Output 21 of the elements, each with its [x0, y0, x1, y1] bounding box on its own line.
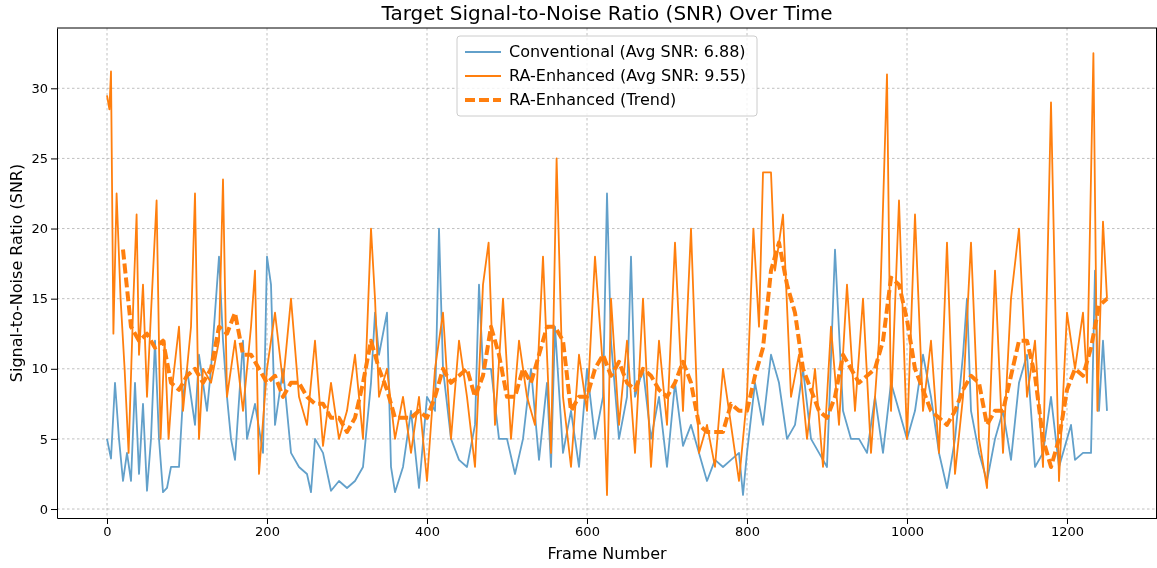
y-tick-label: 30	[31, 80, 48, 96]
x-tick-label: 1000	[890, 524, 925, 540]
x-tick-label: 200	[255, 524, 280, 540]
y-tick-label: 10	[31, 361, 48, 377]
legend-label: Conventional (Avg SNR: 6.88)	[509, 42, 746, 61]
x-tick-label: 400	[415, 524, 440, 540]
legend-label: RA-Enhanced (Trend)	[509, 90, 677, 109]
x-tick-label: 600	[575, 524, 600, 540]
line-series	[106, 192, 1108, 496]
x-tick-label: 800	[735, 524, 760, 540]
y-tick-label: 20	[31, 221, 48, 237]
x-tick-label: 1200	[1050, 524, 1085, 540]
y-tick-label: 0	[39, 501, 48, 517]
x-tick-label: 0	[103, 524, 112, 540]
y-axis-title: Signal-to-Noise Ratio (SNR)	[7, 163, 26, 383]
chart-title: Target Signal-to-Noise Ratio (SNR) Over Time	[380, 1, 833, 25]
x-axis-title: Frame Number	[547, 544, 668, 563]
legend-label: RA-Enhanced (Avg SNR: 9.55)	[509, 66, 747, 85]
y-tick-label: 25	[31, 151, 48, 167]
y-tick-label: 15	[31, 291, 48, 307]
y-tick-label: 5	[39, 431, 48, 447]
